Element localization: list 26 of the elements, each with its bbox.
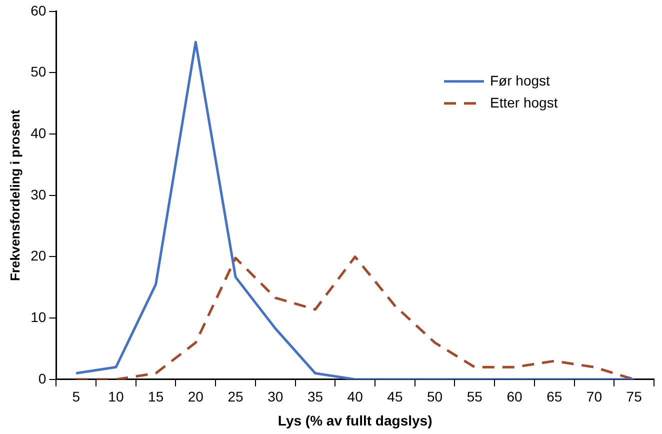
legend-label: Etter hogst (490, 94, 558, 110)
x-tick-label: 10 (108, 388, 124, 405)
y-tick-label: 50 (30, 64, 46, 80)
x-tick-label: 65 (546, 388, 562, 405)
x-tick-label: 30 (268, 388, 284, 405)
x-tick-label: 5 (72, 388, 80, 405)
y-tick-label: 10 (30, 308, 46, 325)
y-tick-label: 30 (30, 186, 46, 202)
x-tick-label: 25 (228, 388, 244, 405)
x-tick-label: 20 (188, 388, 204, 405)
x-tick-label: 45 (387, 388, 403, 405)
y-tick-label: 60 (30, 2, 46, 18)
x-tick-label: 35 (307, 388, 324, 405)
x-tick-label: 70 (586, 388, 602, 405)
legend-label: Før hogst (490, 72, 550, 88)
x-axis-title: Lys (% av fullt dagslys) (278, 412, 432, 428)
x-tick-label: 75 (626, 388, 642, 405)
y-tick-label: 20 (30, 248, 46, 264)
x-tick-label: 55 (466, 388, 483, 405)
x-tick-label: 15 (148, 388, 164, 405)
x-tick-label: 40 (347, 388, 364, 405)
x-tick-label: 50 (427, 388, 443, 405)
x-tick-label: 60 (506, 388, 523, 405)
y-tick-label: 40 (30, 124, 46, 141)
y-tick-label: 0 (38, 370, 46, 386)
y-axis-title: Frekvensfordeling i prosent (7, 109, 22, 281)
